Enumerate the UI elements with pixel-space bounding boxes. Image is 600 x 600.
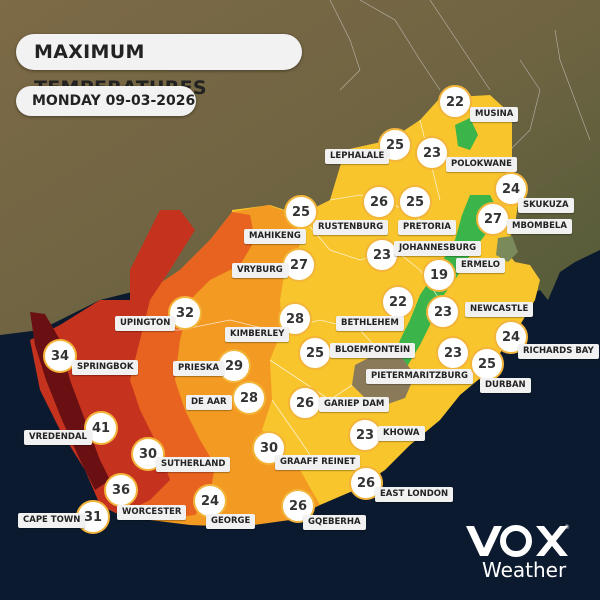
temperature-badge: 41 [84,411,118,445]
city-label: SKUKUZA [518,198,574,213]
city-label: SUTHERLAND [156,457,231,472]
temperature-badge: 27 [476,202,510,236]
temperature-badge: 29 [217,349,251,383]
temperature-badge: 24 [193,484,227,518]
temperature-badge: 22 [438,85,472,119]
city-label: UPINGTON [115,316,176,331]
region-green-north [455,118,478,150]
temperature-badge: 26 [281,489,315,523]
temperature-badge: 30 [252,431,286,465]
temperature-badge: 25 [284,195,318,229]
temperature-badge: 25 [298,336,332,370]
country-borders [329,0,591,151]
city-label: PRIESKA [173,361,225,376]
temperature-badge: 23 [426,295,460,329]
logo-subtitle: Weather [482,558,567,582]
temperature-badge: 23 [415,136,449,170]
city-label: GQEBERHA [303,515,366,530]
temperature-badge: 25 [470,347,504,381]
city-label: BETHLEHEM [336,316,404,331]
city-label: JOHANNESBURG [394,241,482,256]
city-label: MUSINA [470,107,519,122]
city-label: DURBAN [480,378,531,393]
temperature-badge: 26 [362,185,396,219]
map-title: MAXIMUM TEMPERATURES [16,34,302,99]
temperature-badge: 28 [278,302,312,336]
vox-logo-mark [466,525,568,557]
city-label: EAST LONDON [375,487,454,502]
city-label: PRETORIA [398,220,456,235]
temperature-badge: 26 [288,386,322,420]
temperature-badge: 23 [436,336,470,370]
city-label: MBOMBELA [507,219,572,234]
temperature-badge: 30 [131,437,165,471]
temperature-badge: 28 [232,381,266,415]
city-label: WORCESTER [117,505,187,520]
city-label: KIMBERLEY [225,327,290,342]
temperature-badge: 32 [168,296,202,330]
city-label: BLOEMFONTEIN [330,343,416,358]
temperature-badge: 19 [422,258,456,292]
city-label: RICHARDS BAY [518,344,599,359]
city-label: SPRINGBOK [72,360,139,375]
temperature-badge: 34 [43,339,77,373]
city-label: POLOKWANE [446,157,517,172]
city-label: ERMELO [456,258,505,273]
eswatini [496,236,518,262]
city-label: VRYBURG [232,263,288,278]
city-label: PIETERMARITZBURG [366,369,473,384]
temperature-badge: 23 [348,418,382,452]
city-label: NEWCASTLE [465,302,534,317]
city-label: GRAAFF REINET [275,455,361,470]
city-label: GARIEP DAM [319,397,390,412]
city-label: VREDENDAL [24,430,92,445]
forecast-date: MONDAY 09-03-2026 [16,86,196,116]
city-label: KHOWA [378,426,425,441]
city-label: RUSTENBURG [313,220,389,235]
city-label: CAPE TOWN [18,513,86,528]
city-label: MAHIKENG [244,229,306,244]
registered-mark: ® [564,524,570,531]
temperature-badge: 36 [104,473,138,507]
temperature-badge: 25 [398,185,432,219]
city-label: DE AAR [186,395,232,410]
vox-weather-logo: ® Weather [464,522,576,582]
temperature-badge: 22 [381,285,415,319]
city-label: GEORGE [206,514,256,529]
city-label: LEPHALALE [325,149,390,164]
temperature-badge: 23 [365,238,399,272]
